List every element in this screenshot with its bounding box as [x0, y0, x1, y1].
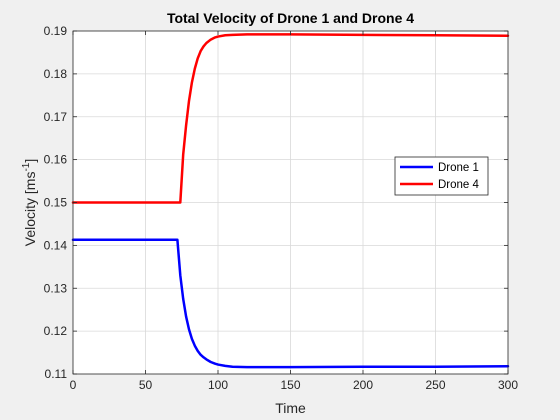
tick-marks — [72, 30, 509, 375]
series-line-drone-1 — [71, 238, 510, 369]
y-tick-label: 0.15 — [44, 196, 68, 210]
chart-title: Total Velocity of Drone 1 and Drone 4 — [167, 10, 414, 26]
legend-label-drone-1: Drone 1 — [438, 162, 479, 174]
legend-label-drone-4: Drone 4 — [438, 179, 480, 191]
y-tick-label: 0.11 — [45, 367, 68, 381]
x-tick-label: 250 — [425, 378, 445, 392]
y-axis-label-superscript: -1 — [21, 162, 32, 171]
y-tick-label: 0.14 — [44, 238, 68, 252]
series-layer — [71, 33, 510, 369]
x-tick-label: 100 — [208, 378, 228, 392]
legend: Drone 1 Drone 4 — [394, 156, 489, 196]
y-axis-label: Velocity [ms-1] — [21, 159, 38, 247]
y-tick-label: 0.19 — [44, 24, 68, 38]
y-tick-label: 0.12 — [44, 324, 68, 338]
x-tick-label: 300 — [498, 378, 518, 392]
y-tick-label: 0.16 — [44, 153, 68, 167]
y-tick-label: 0.18 — [44, 67, 68, 81]
legend-box — [394, 156, 489, 196]
x-tick-labels: 0 50 100 150 200 250 300 — [70, 378, 519, 392]
y-tick-label: 0.13 — [44, 281, 68, 295]
x-axis-label: Time — [275, 400, 306, 416]
series-line-drone-4 — [71, 33, 510, 204]
y-axis-label-main: Velocity [ms — [22, 172, 38, 247]
y-axis-label-end: ] — [22, 159, 38, 163]
x-tick-label: 50 — [139, 378, 153, 392]
x-tick-label: 200 — [353, 378, 373, 392]
y-tick-label: 0.17 — [44, 110, 68, 124]
x-tick-label: 150 — [280, 378, 300, 392]
x-tick-label: 0 — [70, 378, 77, 392]
y-tick-labels: 0.11 0.12 0.13 0.14 0.15 0.16 0.17 0.18 0.19 — [44, 24, 68, 381]
